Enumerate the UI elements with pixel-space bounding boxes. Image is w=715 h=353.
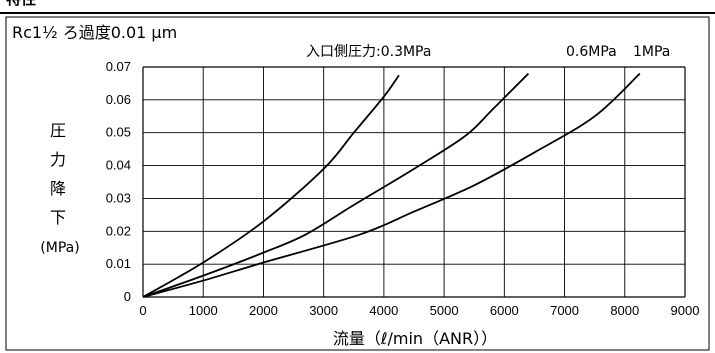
x-tick-label: 7000 [550,303,579,318]
series-labels: 入口側圧力:0.3MPa 0.6MPa 1MPa [306,44,670,60]
y-axis-label-char: 力 [50,150,66,169]
series-line-3 [142,72,641,298]
series-label-2: 0.6MPa [566,44,617,60]
y-tick-label: 0.01 [106,256,131,271]
x-tick-label: 9000 [671,303,700,318]
series-lines [142,72,641,298]
y-tick-label: 0.05 [106,125,131,140]
y-axis-label-char: (MPa) [40,240,79,256]
grid [142,66,686,298]
x-axis-label: 流量（ℓ/min（ANR）） [333,329,497,348]
y-tick-label: 0.04 [106,158,131,173]
tick-labels: 0 1000 2000 3000 4000 5000 6000 7000 8000 9000 0 0.… [106,59,700,318]
y-tick-label: 0 [124,289,131,304]
series-line-2 [142,72,530,298]
y-axis-label-char: 圧 [50,121,66,140]
x-tick-label: 5000 [430,303,459,318]
x-tick-label: 3000 [309,303,338,318]
series-line-1 [142,74,400,298]
x-tick-label: 1000 [189,303,218,318]
x-tick-label: 2000 [249,303,278,318]
series-label-3: 1MPa [633,44,670,60]
chart-frame [5,16,710,351]
x-tick-label: 0 [139,303,146,318]
y-tick-label: 0.06 [106,92,131,107]
y-axis-label-char: 降 [50,179,66,198]
chart-heading: 特性 [6,0,36,8]
y-tick-label: 0.07 [106,59,131,74]
series-label-1: 入口側圧力:0.3MPa [306,44,431,60]
x-tick-label: 4000 [369,303,398,318]
x-tick-label: 6000 [490,303,519,318]
y-tick-label: 0.03 [106,190,131,205]
chart-title: Rc1½ ろ過度0.01 μm [12,23,177,42]
y-axis-label-char: 下 [50,208,66,227]
x-tick-label: 8000 [610,303,639,318]
y-tick-label: 0.02 [106,223,131,238]
